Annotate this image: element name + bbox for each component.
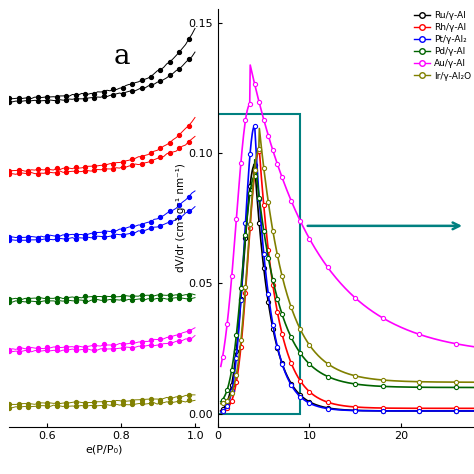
- Bar: [218, 114, 301, 413]
- Legend: Ru/γ-Al, Rh/γ-Al, Pt/γ-Al₂, Pd/γ-Al, Au/γ-Al, Ir/γ-Al₂O: Ru/γ-Al, Rh/γ-Al, Pt/γ-Al₂, Pd/γ-Al, Au/…: [413, 10, 472, 82]
- Y-axis label: dV/dr (cm³ g⁻¹ nm⁻¹): dV/dr (cm³ g⁻¹ nm⁻¹): [176, 164, 186, 273]
- X-axis label: e(P/P₀): e(P/P₀): [86, 444, 123, 454]
- Text: a: a: [114, 43, 130, 70]
